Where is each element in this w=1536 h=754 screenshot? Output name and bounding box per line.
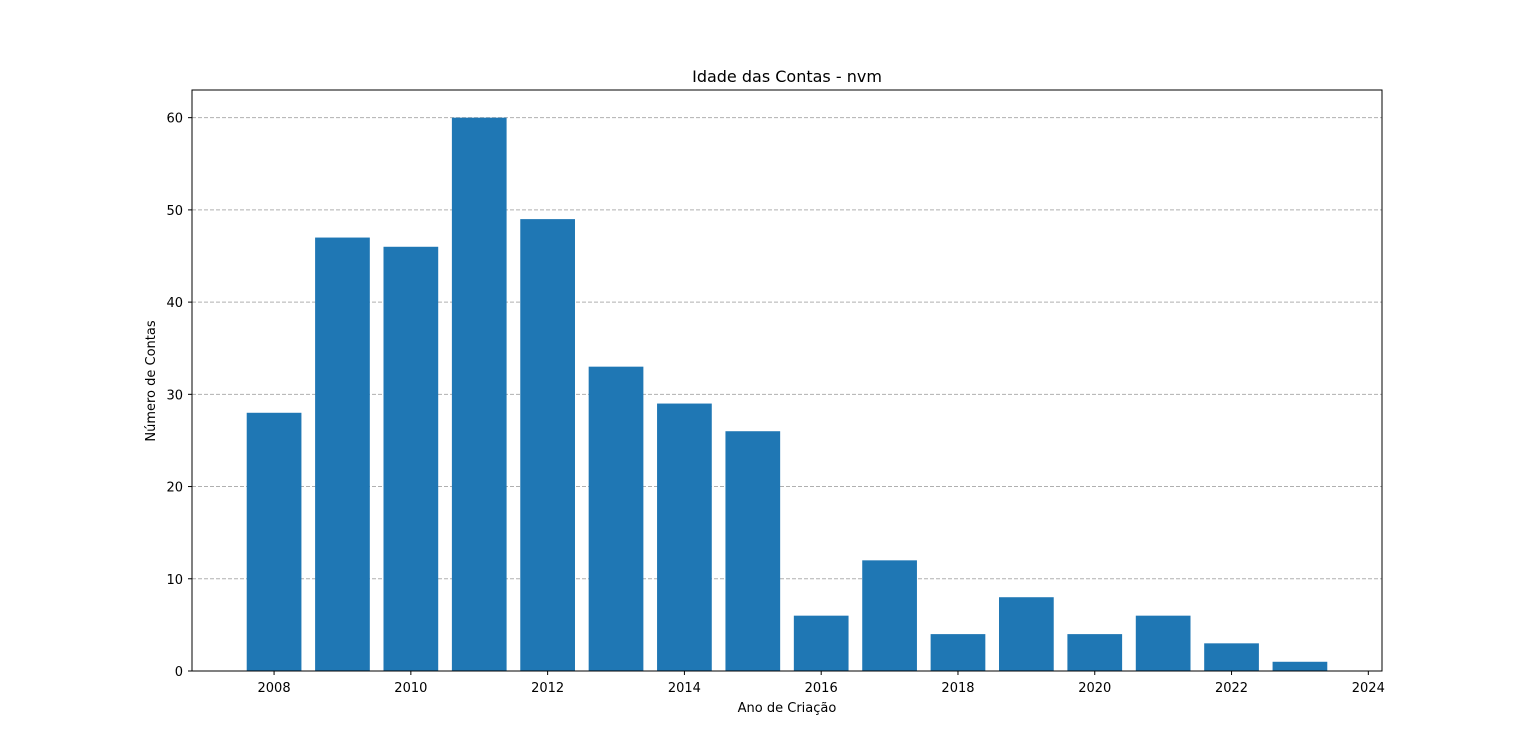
bar-2018 xyxy=(930,634,986,671)
bar-2016 xyxy=(793,615,849,671)
bar-2022 xyxy=(1204,643,1259,671)
y-tick-label: 30 xyxy=(166,388,183,403)
bar-2012 xyxy=(520,219,575,671)
plot-area-frame xyxy=(191,89,1383,672)
bar-2019 xyxy=(999,597,1054,671)
bar-2014 xyxy=(657,403,712,671)
bar-2010 xyxy=(383,246,439,671)
y-tick-label: 0 xyxy=(175,665,183,680)
y-axis-label: Número de Contas xyxy=(144,320,159,441)
bar-2015 xyxy=(725,431,781,671)
bar-2023 xyxy=(1272,661,1328,671)
x-tick-label: 2012 xyxy=(531,681,564,696)
x-tick-label: 2010 xyxy=(394,681,427,696)
x-tick-label: 2018 xyxy=(941,681,974,696)
bar-2009 xyxy=(315,237,370,672)
x-tick-label: 2014 xyxy=(668,681,701,696)
bar-2017 xyxy=(862,560,917,671)
y-axis-ticks: 0 10 20 30 40 50 60 xyxy=(166,112,192,680)
bar-2021 xyxy=(1135,615,1191,671)
x-axis-label: Ano de Criação xyxy=(738,701,837,716)
x-axis-ticks: 2008 2010 2012 2014 2016 2018 2020 2022 2024 xyxy=(258,671,1385,696)
bar-2008 xyxy=(246,412,302,671)
y-tick-label: 60 xyxy=(166,112,183,127)
x-tick-label: 2022 xyxy=(1215,681,1248,696)
y-grid xyxy=(192,117,1382,580)
y-tick-label: 20 xyxy=(166,481,183,496)
y-tick-label: 10 xyxy=(166,573,183,588)
chart-title: Idade das Contas - nvm xyxy=(692,67,882,86)
x-tick-label: 2024 xyxy=(1352,681,1385,696)
y-tick-label: 50 xyxy=(166,204,183,219)
bar-2011 xyxy=(451,117,507,671)
bar-2013 xyxy=(588,366,644,671)
x-tick-label: 2020 xyxy=(1078,681,1111,696)
y-tick-label: 40 xyxy=(166,296,183,311)
x-tick-label: 2008 xyxy=(258,681,291,696)
bars xyxy=(246,117,1328,672)
x-tick-label: 2016 xyxy=(805,681,838,696)
bar-2020 xyxy=(1067,634,1123,671)
